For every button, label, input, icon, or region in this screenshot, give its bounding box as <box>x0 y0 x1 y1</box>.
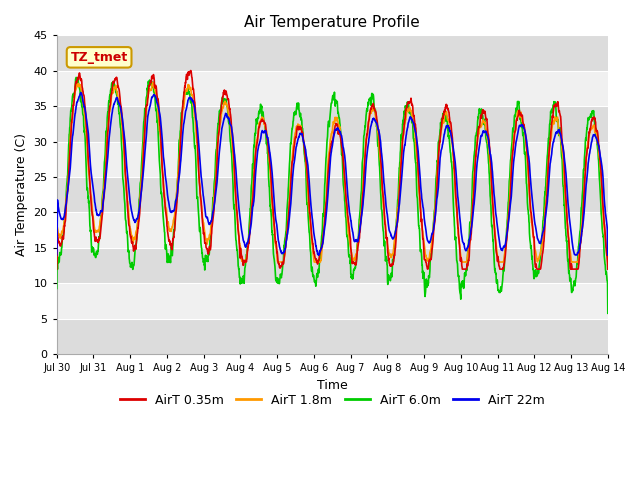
Bar <box>57 106 608 142</box>
Bar <box>57 142 608 177</box>
Bar <box>57 177 608 213</box>
Title: Air Temperature Profile: Air Temperature Profile <box>244 15 420 30</box>
Bar <box>57 248 608 283</box>
X-axis label: Time: Time <box>317 379 348 392</box>
Bar <box>57 213 608 248</box>
Bar <box>57 319 608 354</box>
Y-axis label: Air Temperature (C): Air Temperature (C) <box>15 133 28 256</box>
Bar <box>57 36 608 71</box>
Bar <box>57 283 608 319</box>
Text: TZ_tmet: TZ_tmet <box>70 51 128 64</box>
Legend: AirT 0.35m, AirT 1.8m, AirT 6.0m, AirT 22m: AirT 0.35m, AirT 1.8m, AirT 6.0m, AirT 2… <box>115 389 550 412</box>
Bar <box>57 71 608 106</box>
